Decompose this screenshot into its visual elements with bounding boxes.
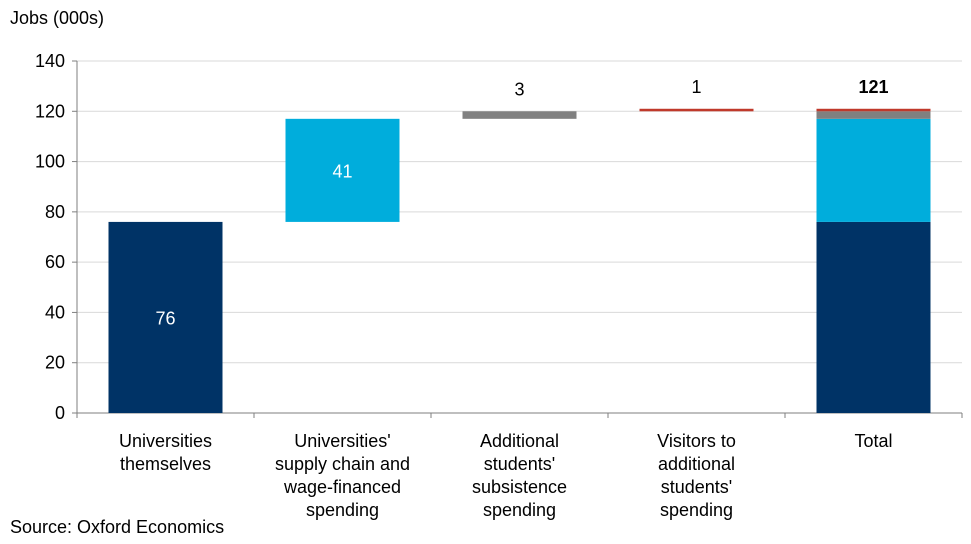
x-category-label: Total: [854, 431, 892, 451]
x-category-label: spending: [660, 500, 733, 520]
data-label: 1: [691, 77, 701, 97]
x-category-label: spending: [306, 500, 379, 520]
y-tick-label: 20: [45, 353, 65, 373]
y-tick-label: 40: [45, 302, 65, 322]
source-note: Source: Oxford Economics: [10, 517, 225, 537]
data-label: 3: [514, 79, 524, 99]
x-category-label: students': [661, 477, 732, 497]
waterfall-bar: [639, 108, 754, 112]
waterfall-bar: [462, 111, 577, 119]
x-category-label: spending: [483, 500, 556, 520]
x-category-label: Universities: [119, 431, 212, 451]
data-label: 76: [155, 308, 175, 328]
data-label: 41: [332, 161, 352, 181]
y-tick-label: 140: [35, 51, 65, 71]
x-category-label: Universities': [294, 431, 390, 451]
y-tick-label: 0: [55, 403, 65, 423]
x-category-label: students': [484, 454, 555, 474]
waterfall-bar: [108, 221, 223, 413]
x-category-label: additional: [658, 454, 735, 474]
total-bar-segment: [816, 118, 931, 222]
x-category-label: wage-financed: [283, 477, 401, 497]
y-tick-label: 100: [35, 152, 65, 172]
total-label: 121: [858, 77, 888, 97]
y-tick-label: 120: [35, 101, 65, 121]
total-bar-segment: [816, 221, 931, 413]
x-category-label: Additional: [480, 431, 559, 451]
total-bar-segment: [816, 111, 931, 119]
waterfall-bar: [285, 118, 400, 222]
y-axis-title: Jobs (000s): [10, 8, 104, 28]
total-bar-segment: [816, 108, 931, 112]
x-category-label: Visitors to: [657, 431, 736, 451]
y-tick-label: 80: [45, 202, 65, 222]
x-category-label: themselves: [120, 454, 211, 474]
x-category-label: supply chain and: [275, 454, 410, 474]
y-tick-label: 60: [45, 252, 65, 272]
x-category-label: subsistence: [472, 477, 567, 497]
